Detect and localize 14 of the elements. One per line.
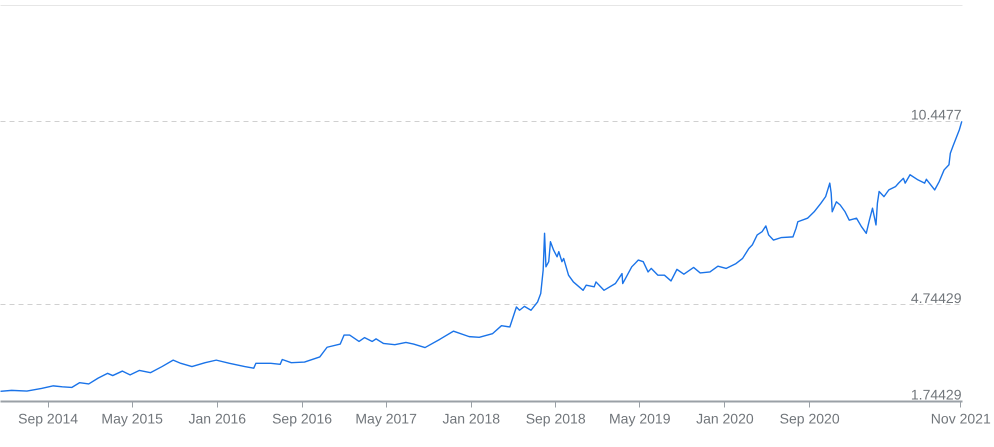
x-tick-label: Sep 2018 <box>526 410 586 426</box>
x-tick-label: Sep 2014 <box>18 410 78 426</box>
y-tick-label: 10.4477 <box>910 106 962 122</box>
x-tick-label: Jan 2018 <box>442 410 500 426</box>
y-tick-label: 1.74429 <box>910 386 962 402</box>
x-tick-label: Sep 2020 <box>780 410 840 426</box>
x-tick-label: May 2017 <box>355 410 418 426</box>
y-tick-label: 4.74429 <box>910 290 962 306</box>
x-tick-label: Jan 2016 <box>188 410 246 426</box>
x-tick-label: May 2019 <box>609 410 671 426</box>
x-tick-label: May 2015 <box>101 410 164 426</box>
x-tick-label: Jan 2020 <box>696 410 754 426</box>
x-tick-label: Nov 2021 <box>930 410 991 426</box>
x-tick-label: Sep 2016 <box>272 410 332 426</box>
